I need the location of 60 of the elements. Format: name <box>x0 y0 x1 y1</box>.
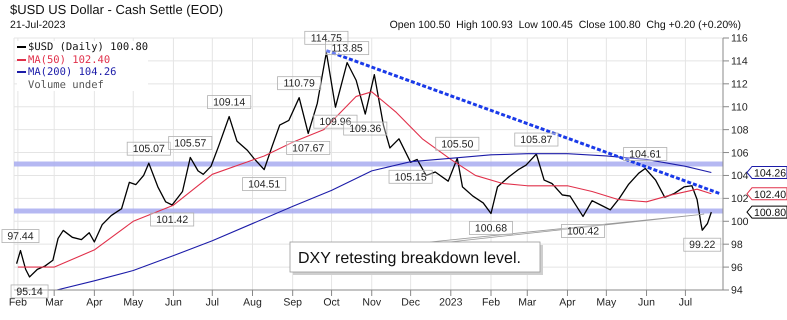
text: 100.80 <box>754 207 786 220</box>
annotation: 107.67 <box>292 142 324 154</box>
x-tick-label: Apr <box>559 296 576 308</box>
x-tick-label: Mar <box>45 296 64 308</box>
legend-label: MA(50) 102.40 <box>28 54 110 66</box>
y-tick-label: 96 <box>731 262 743 274</box>
x-tick-label: Dec <box>401 296 420 308</box>
annotation: 105.15 <box>394 171 427 184</box>
annotation: 105.07 <box>132 143 166 156</box>
text: Open 100.50 High 100.93 Low 100.45 Close 100.80 Chg +0.20 (+0.20%) <box>390 19 741 31</box>
x-tick-label: Feb <box>8 296 28 308</box>
annotation: DXY retesting breakdown level. <box>298 250 521 267</box>
text: 102.40 <box>754 188 786 201</box>
annotation: 105.57 <box>174 137 206 150</box>
x-tick-label: Mar <box>518 296 537 308</box>
chart-subtitle: 21-Jul-2023 <box>10 19 66 31</box>
y-tick-label: 114 <box>731 56 748 68</box>
x-tick-label: Apr <box>86 296 104 308</box>
annotation: 105.87 <box>520 134 553 146</box>
y-tick-label: 94 <box>731 284 743 297</box>
x-tick-label: May <box>123 296 144 308</box>
chart-title: $USD US Dollar - Cash Settle (EOD) <box>10 2 224 17</box>
annotation: 110.79 <box>283 78 315 90</box>
y-tick-label: 112 <box>731 78 748 91</box>
x-tick-label: Feb <box>482 296 500 308</box>
annotation: 101.42 <box>156 214 188 226</box>
annotation: 99.22 <box>689 239 716 252</box>
x-tick-label: Jul <box>206 296 220 308</box>
y-tick-label: 106 <box>731 147 749 160</box>
y-tick-label: 116 <box>731 32 748 45</box>
x-tick-label: Jul <box>678 296 692 308</box>
y-tick-label: 108 <box>731 124 749 136</box>
annotation: 114.75 <box>310 32 342 44</box>
x-tick-label: Jun <box>638 296 656 308</box>
annotation: 104.51 <box>248 178 280 191</box>
x-tick-label: Jun <box>164 296 182 308</box>
annotation: 104.61 <box>629 148 662 160</box>
x-tick-label: Aug <box>243 296 262 308</box>
legend-label: $USD (Daily) 100.80 <box>28 41 148 54</box>
annotation: 100.42 <box>566 225 600 238</box>
y-tick-label: 98 <box>731 238 743 251</box>
annotation: Volume undef <box>27 78 105 91</box>
annotation: 97.44 <box>7 230 34 243</box>
x-tick-label: May <box>596 296 618 308</box>
y-tick-label: 110 <box>731 101 748 114</box>
y-tick-label: 102 <box>731 193 749 206</box>
y-tick-label: 100 <box>731 216 749 228</box>
annotation: 100.68 <box>474 222 508 234</box>
annotation: 109.36 <box>349 123 382 136</box>
x-tick-label: Oct <box>323 296 340 308</box>
annotation: 113.85 <box>331 42 363 55</box>
annotation: 105.50 <box>441 138 474 150</box>
x-tick-label: 2023 <box>439 296 463 308</box>
annotation: 109.14 <box>213 96 246 109</box>
y-tick-label: 104 <box>731 170 749 182</box>
x-tick-label: Nov <box>362 296 382 308</box>
annotation: 95.14 <box>16 286 43 298</box>
x-tick-label: Sep <box>283 296 302 308</box>
legend-label: MA(200) 104.26 <box>28 66 117 78</box>
text: 104.26 <box>754 167 786 180</box>
